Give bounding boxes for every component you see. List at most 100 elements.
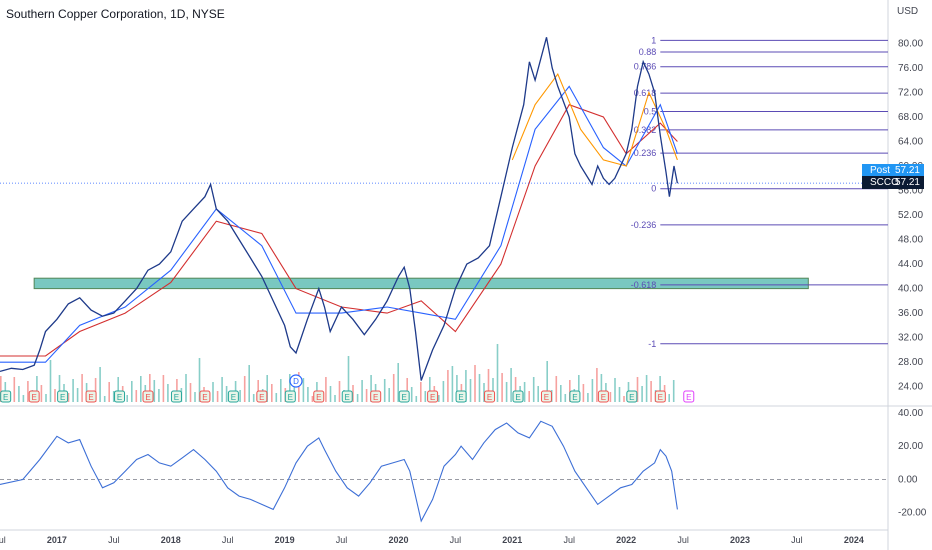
volume-bar [338, 381, 341, 402]
earnings-marker-label: E [373, 393, 378, 402]
earnings-marker-label: E [686, 393, 691, 402]
time-tick-label: Jul [0, 535, 6, 545]
volume-bar [505, 382, 508, 402]
earnings-marker-label: E [31, 393, 36, 402]
earnings-marker [284, 390, 296, 403]
time-axis[interactable]: Jul 2017 Jul 2018 Jul 2019 Jul 2020 Jul 2021 Jul 20… [0, 535, 864, 545]
volume-bar [103, 396, 106, 402]
earnings-marker [512, 390, 524, 403]
volume-bar [492, 378, 494, 402]
volume-bar [221, 377, 223, 402]
dividend-marker [289, 374, 303, 388]
volume-bar [135, 390, 138, 402]
volume-bar [623, 396, 625, 402]
oscillator-tick-label: 20.00 [898, 441, 923, 452]
symbol-label: SCCO [870, 177, 899, 188]
oscillator-line [0, 420, 678, 523]
moving-averages [0, 72, 678, 363]
earnings-marker-label: E [401, 393, 406, 402]
time-tick-label: Jul [108, 535, 120, 545]
price-tick-label: 72.00 [898, 87, 923, 98]
earnings-marker-label: E [202, 393, 207, 402]
volume-bar [596, 368, 598, 402]
volume-bar [383, 379, 386, 402]
price-tick-label: 36.00 [898, 308, 923, 319]
earnings-marker-label: E [145, 393, 150, 402]
earnings-marker-label: E [601, 393, 606, 402]
volume-bar [600, 374, 603, 402]
volume-bar [406, 378, 408, 402]
volume-bar [636, 377, 639, 402]
volume-bar [555, 376, 558, 402]
earnings-marker-label: E [345, 393, 350, 402]
earnings-marker [484, 390, 496, 403]
volume-bar [469, 379, 472, 402]
volume-bar [410, 387, 413, 402]
earnings-marker [597, 390, 609, 403]
earnings-marker-label: E [259, 393, 264, 402]
earnings-marker-label: E [288, 393, 293, 402]
post-label: Post [870, 165, 891, 176]
volume-bar [578, 375, 580, 402]
volume-bar [72, 379, 74, 402]
volume-bar [81, 374, 83, 402]
time-tick-label: Jul [222, 535, 234, 545]
volume-bar [149, 374, 151, 402]
price-tick-label: 24.00 [898, 382, 923, 393]
volume-bar [13, 377, 16, 402]
volume-bar [198, 358, 201, 402]
dividend-marker-label: D [293, 377, 299, 386]
earnings-marker-label: E [88, 393, 93, 402]
volume-bar [49, 360, 52, 402]
event-markers: E E E E E E E E E E E E E E E E E E E E E E E E E D [0, 374, 695, 403]
volume-bar [140, 376, 142, 402]
volume-bar [365, 389, 368, 402]
volume-bar [167, 384, 169, 402]
volume-bar [112, 391, 115, 402]
fib-level-label: 0.5 [644, 106, 657, 116]
earnings-marker [313, 390, 325, 403]
volume-bar [483, 383, 485, 402]
volume-bars [0, 344, 675, 402]
volume-bar [668, 394, 670, 402]
volume-bar [185, 374, 187, 402]
earnings-marker [341, 390, 353, 403]
volume-bar [311, 396, 314, 402]
volume-bar [447, 370, 449, 402]
oscillator-axis[interactable]: 40.00 20.00 0.00 -20.00 [898, 408, 927, 519]
time-tick-label: Jul [563, 535, 575, 545]
earnings-marker [199, 390, 211, 403]
volume-bar [126, 395, 128, 402]
support-zone-rect [33, 277, 809, 290]
volume-bar [266, 375, 268, 402]
volume-bar [442, 381, 445, 402]
earnings-marker-label: E [231, 393, 236, 402]
volume-bar [528, 391, 530, 402]
earnings-marker [683, 390, 695, 403]
price-tick-label: 56.00 [898, 186, 923, 197]
earnings-marker [170, 390, 182, 403]
price-axis[interactable]: 80.0076.0072.0068.0064.0060.0056.0052.00… [898, 38, 923, 392]
volume-bar [275, 393, 278, 402]
price-tick-label: 48.00 [898, 235, 923, 246]
volume-bar [388, 388, 390, 402]
post-price-tag: Post 57.21 [862, 164, 924, 177]
volume-bar [302, 378, 305, 402]
volume-bar [76, 388, 79, 402]
volume-bar [397, 363, 399, 402]
volume-bar [474, 365, 476, 402]
last-price-tag: SCCO 57.21 [862, 176, 924, 189]
earnings-marker [28, 390, 40, 403]
earnings-marker [455, 390, 467, 403]
earnings-marker-label: E [316, 393, 321, 402]
time-tick-label: 2021 [502, 535, 522, 545]
earnings-marker-label: E [458, 393, 463, 402]
time-tick-label: Jul [677, 535, 689, 545]
time-tick-label: 2018 [161, 535, 181, 545]
price-tick-label: 52.00 [898, 210, 923, 221]
earnings-marker [427, 390, 439, 403]
currency-label: USD [897, 6, 919, 17]
volume-bar [117, 377, 119, 402]
fib-level-label: -1 [648, 339, 656, 349]
